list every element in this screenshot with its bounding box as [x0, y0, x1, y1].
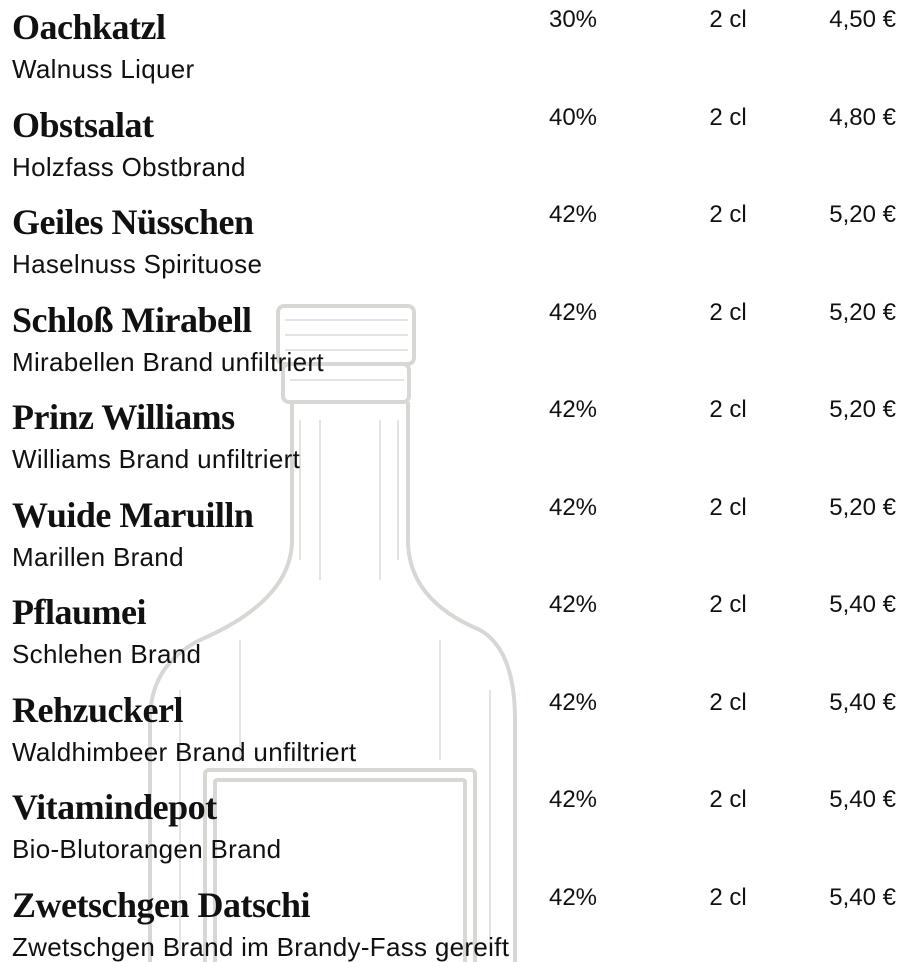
item-price: 5,40 € [829, 786, 896, 814]
item-price: 5,40 € [829, 591, 896, 619]
menu-item: Geiles Nüsschen Haselnuss Spirituose 42% 2 … [0, 195, 900, 292]
item-price: 4,50 € [829, 6, 896, 34]
item-price: 5,40 € [829, 884, 896, 912]
item-price: 5,40 € [829, 689, 896, 717]
menu-item: Schloß Mirabell Mirabellen Brand unfiltri… [0, 293, 900, 390]
item-name: Prinz Williams [12, 396, 235, 438]
item-price: 5,20 € [829, 201, 896, 229]
menu-item: Oachkatzl Walnuss Liquer 30% 2 cl 4,50 € [0, 0, 900, 97]
menu-list: Oachkatzl Walnuss Liquer 30% 2 cl 4,50 € Obst… [0, 0, 900, 962]
item-name: Rehzuckerl [12, 689, 183, 731]
item-description: Williams Brand unfiltriert [12, 444, 300, 475]
item-name: Pflaumei [12, 591, 146, 633]
item-abv: 42% [523, 201, 623, 229]
item-abv: 42% [523, 689, 623, 717]
item-abv: 42% [523, 591, 623, 619]
menu-item: Prinz Williams Williams Brand unfiltriert… [0, 390, 900, 487]
item-abv: 42% [523, 494, 623, 522]
item-description: Mirabellen Brand unfiltriert [12, 347, 324, 378]
item-volume: 2 cl [678, 396, 778, 424]
item-price: 5,20 € [829, 396, 896, 424]
item-abv: 40% [523, 104, 623, 132]
menu-item: Obstsalat Holzfass Obstbrand 40% 2 cl 4,80 € [0, 98, 900, 195]
item-description: Bio-Blutorangen Brand [12, 834, 281, 865]
item-name: Oachkatzl [12, 6, 166, 48]
item-volume: 2 cl [678, 299, 778, 327]
item-description: Waldhimbeer Brand unfiltriert [12, 737, 356, 768]
item-abv: 42% [523, 396, 623, 424]
item-description: Haselnuss Spirituose [12, 249, 262, 280]
item-abv: 30% [523, 6, 623, 34]
menu-item: Pflaumei Schlehen Brand 42% 2 cl 5,40 € [0, 585, 900, 682]
item-abv: 42% [523, 299, 623, 327]
item-price: 5,20 € [829, 299, 896, 327]
item-description: Schlehen Brand [12, 639, 201, 670]
item-volume: 2 cl [678, 689, 778, 717]
item-description: Holzfass Obstbrand [12, 152, 246, 183]
item-description: Walnuss Liquer [12, 54, 194, 85]
item-name: Wuide Maruilln [12, 494, 253, 536]
item-volume: 2 cl [678, 201, 778, 229]
item-description: Marillen Brand [12, 542, 184, 573]
item-price: 5,20 € [829, 494, 896, 522]
item-volume: 2 cl [678, 6, 778, 34]
item-volume: 2 cl [678, 104, 778, 132]
item-volume: 2 cl [678, 884, 778, 912]
item-name: Obstsalat [12, 104, 154, 146]
item-volume: 2 cl [678, 494, 778, 522]
item-name: Geiles Nüsschen [12, 201, 254, 243]
item-name: Schloß Mirabell [12, 299, 252, 341]
menu-page: Oachkatzl Walnuss Liquer 30% 2 cl 4,50 € Obst… [0, 0, 900, 962]
item-name: Vitamindepot [12, 786, 217, 828]
menu-item: Rehzuckerl Waldhimbeer Brand unfiltriert 4… [0, 683, 900, 780]
item-volume: 2 cl [678, 786, 778, 814]
item-name: Zwetschgen Datschi [12, 884, 310, 926]
item-volume: 2 cl [678, 591, 778, 619]
menu-item: Vitamindepot Bio-Blutorangen Brand 42% 2 cl… [0, 780, 900, 877]
menu-item: Wuide Maruilln Marillen Brand 42% 2 cl 5,20 … [0, 488, 900, 585]
item-price: 4,80 € [829, 104, 896, 132]
menu-item: Zwetschgen Datschi Zwetschgen Brand im Br… [0, 878, 900, 962]
item-abv: 42% [523, 884, 623, 912]
item-abv: 42% [523, 786, 623, 814]
item-description: Zwetschgen Brand im Brandy-Fass gereift [12, 932, 509, 962]
